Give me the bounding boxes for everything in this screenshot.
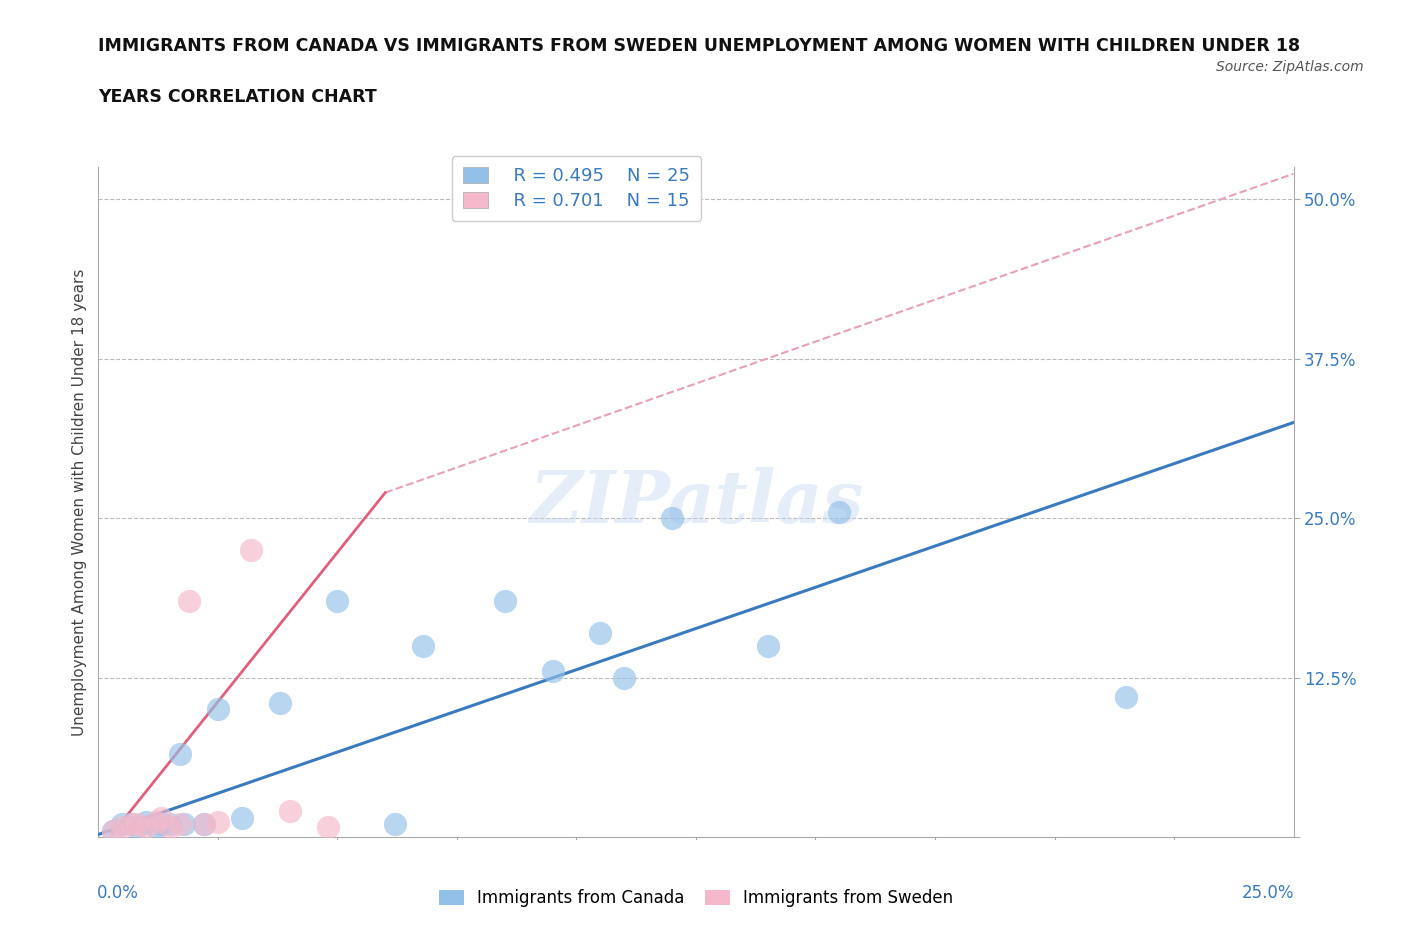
Point xyxy=(207,815,229,830)
Point xyxy=(149,810,172,825)
Text: Source: ZipAtlas.com: Source: ZipAtlas.com xyxy=(1216,60,1364,74)
Point xyxy=(613,671,636,685)
Point xyxy=(231,810,253,825)
Point xyxy=(1115,689,1137,704)
Point xyxy=(145,815,167,830)
Point xyxy=(269,696,291,711)
Legend: Immigrants from Canada, Immigrants from Sweden: Immigrants from Canada, Immigrants from … xyxy=(430,881,962,916)
Point xyxy=(101,823,124,838)
Point xyxy=(169,747,191,762)
Point xyxy=(412,638,434,653)
Point xyxy=(159,819,181,834)
Point xyxy=(135,815,157,830)
Point xyxy=(125,817,148,831)
Point xyxy=(193,817,215,831)
Text: 25.0%: 25.0% xyxy=(1243,884,1295,902)
Point xyxy=(149,817,172,831)
Point xyxy=(101,823,124,838)
Point xyxy=(494,593,516,608)
Point xyxy=(589,626,612,641)
Point xyxy=(125,819,148,834)
Point xyxy=(135,819,157,834)
Text: IMMIGRANTS FROM CANADA VS IMMIGRANTS FROM SWEDEN UNEMPLOYMENT AMONG WOMEN WITH C: IMMIGRANTS FROM CANADA VS IMMIGRANTS FRO… xyxy=(98,37,1301,55)
Point xyxy=(173,817,195,831)
Point xyxy=(169,817,191,831)
Point xyxy=(121,817,143,831)
Point xyxy=(193,817,215,831)
Point xyxy=(541,664,564,679)
Y-axis label: Unemployment Among Women with Children Under 18 years: Unemployment Among Women with Children U… xyxy=(72,269,87,736)
Point xyxy=(661,511,683,525)
Point xyxy=(207,702,229,717)
Text: YEARS CORRELATION CHART: YEARS CORRELATION CHART xyxy=(98,88,377,106)
Point xyxy=(111,819,134,834)
Point xyxy=(111,817,134,831)
Point xyxy=(145,819,167,834)
Point xyxy=(756,638,779,653)
Point xyxy=(384,817,406,831)
Point xyxy=(179,593,201,608)
Text: ZIPatlas: ZIPatlas xyxy=(529,467,863,538)
Point xyxy=(278,804,301,819)
Point xyxy=(316,819,339,834)
Point xyxy=(326,593,349,608)
Point xyxy=(828,504,851,519)
Point xyxy=(240,542,263,557)
Point xyxy=(121,817,143,831)
Point xyxy=(159,817,181,831)
Text: 0.0%: 0.0% xyxy=(97,884,139,902)
